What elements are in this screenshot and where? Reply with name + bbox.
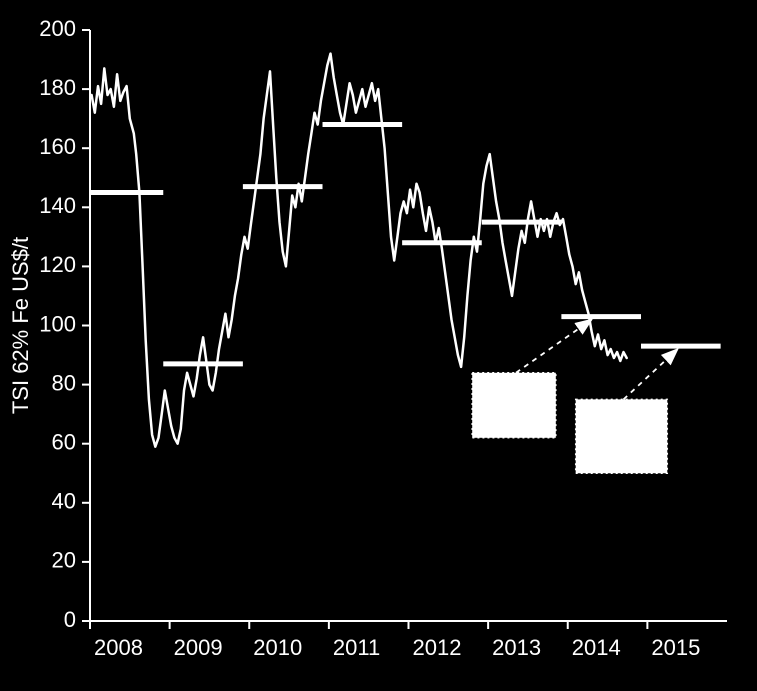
y-tick-label: 40: [52, 489, 76, 514]
y-tick-label: 80: [52, 370, 76, 395]
y-tick-label: 160: [39, 134, 76, 159]
y-tick-label: 120: [39, 252, 76, 277]
x-tick-label: 2012: [413, 635, 462, 660]
callout-box: [576, 399, 668, 473]
x-tick-label: 2010: [253, 635, 302, 660]
x-tick-label: 2015: [651, 635, 700, 660]
price-chart: 0 20 40 60 80 100 120 140 160 180 200 2008 2009 2010 2…: [0, 0, 757, 691]
x-tick-label: 2013: [492, 635, 541, 660]
y-tick-label: 180: [39, 75, 76, 100]
y-tick-label: 100: [39, 311, 76, 336]
y-tick-label: 60: [52, 430, 76, 455]
callout-box: [472, 373, 556, 438]
x-tick-label: 2014: [572, 635, 621, 660]
x-tick-label: 2011: [333, 635, 380, 660]
y-tick-label: 140: [39, 193, 76, 218]
y-axis-label: TSI 62% Fe US$/t: [8, 237, 33, 414]
y-tick-label: 0: [64, 607, 76, 632]
x-tick-label: 2008: [94, 635, 143, 660]
y-tick-label: 20: [52, 548, 76, 573]
y-tick-label: 200: [39, 16, 76, 41]
x-tick-label: 2009: [174, 635, 223, 660]
